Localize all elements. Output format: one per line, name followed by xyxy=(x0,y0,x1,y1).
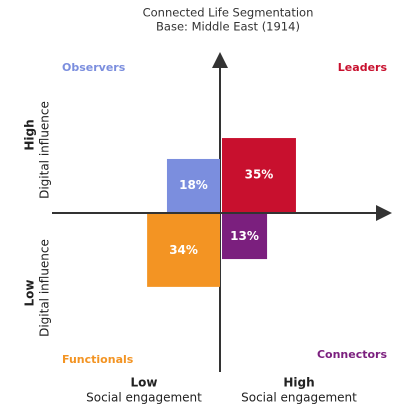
x-low: Low xyxy=(131,376,158,390)
segment-name: Functionals xyxy=(62,353,134,366)
chart-subtitle: Base: Middle East (1914) xyxy=(156,20,300,34)
x-label: Social engagement xyxy=(241,391,357,405)
value-label: 18% xyxy=(179,178,208,192)
segment-box xyxy=(147,214,220,287)
value-label: 34% xyxy=(169,243,198,257)
chart-title: Connected Life Segmentation xyxy=(143,6,314,20)
x-high: High xyxy=(283,376,314,390)
y-low: Low xyxy=(23,280,37,307)
y-label: Digital influence xyxy=(38,239,52,337)
x-label: Social engagement xyxy=(86,391,202,405)
segment-name: Observers xyxy=(62,61,126,74)
segment-box xyxy=(222,214,268,260)
segment-name: Connectors xyxy=(317,348,388,361)
value-label: 35% xyxy=(245,168,274,182)
segment-box xyxy=(166,158,220,212)
segment-name: Leaders xyxy=(338,61,388,74)
y-high: High xyxy=(23,119,37,150)
y-label: Digital influence xyxy=(38,101,52,199)
segment-box xyxy=(222,138,296,212)
value-label: 13% xyxy=(230,229,259,243)
